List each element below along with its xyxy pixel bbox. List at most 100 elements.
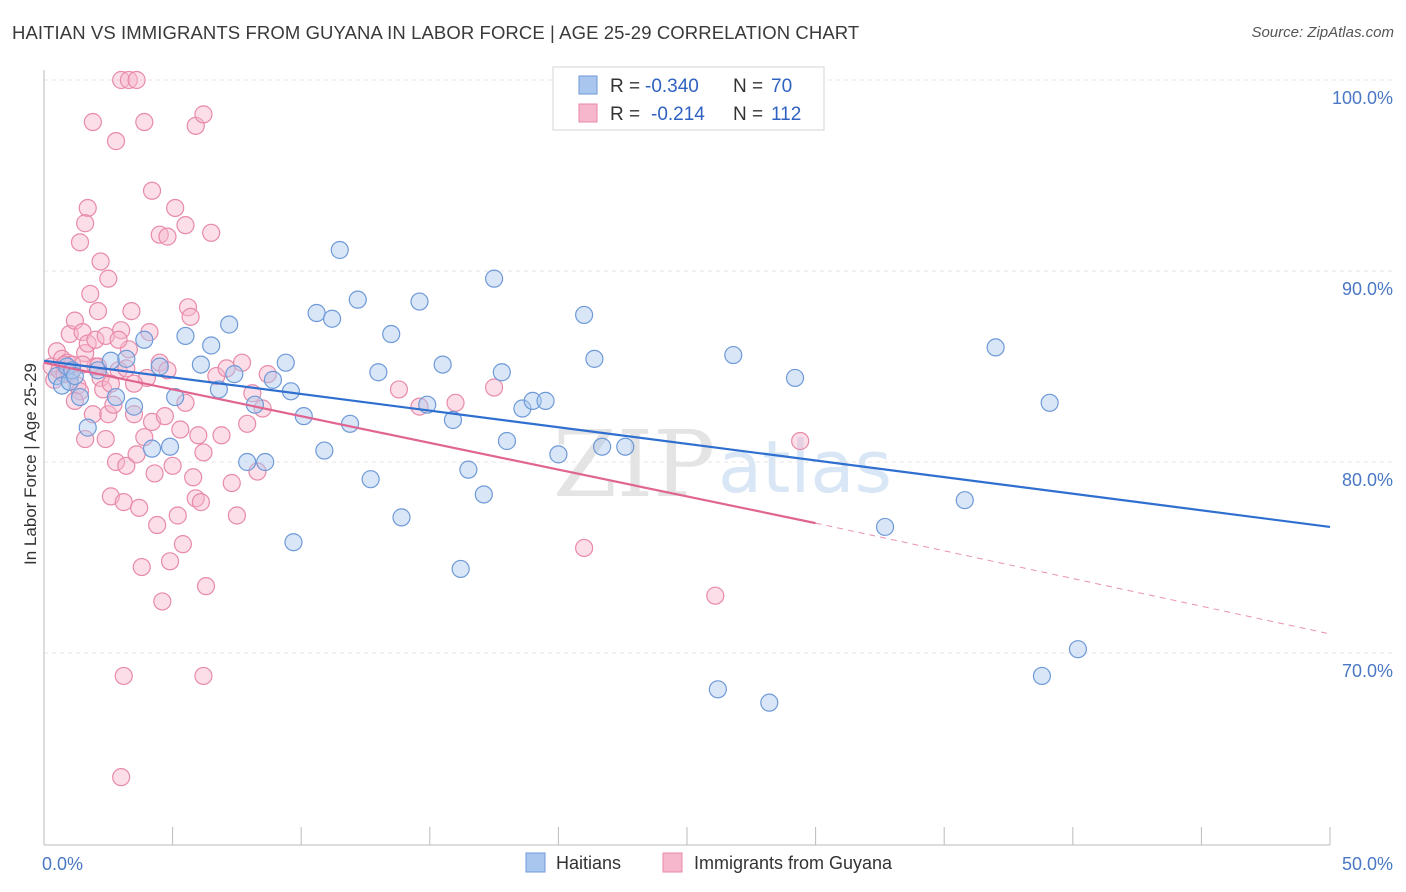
- guyana-point: [88, 302, 108, 321]
- x-tick-label-min: 0.0%: [42, 854, 83, 874]
- guyana-point: [194, 666, 213, 686]
- guyana-point: [142, 181, 162, 200]
- guyana-point: [389, 380, 409, 399]
- trend-lines: [43, 359, 1331, 635]
- legend: R = -0.340 N = 70 R = -0.214 N = 112: [552, 66, 825, 131]
- haitian-point: [202, 336, 221, 355]
- legend-r-label-2: R =: [610, 104, 640, 125]
- haitian-point: [276, 353, 295, 372]
- guyana-point: [227, 506, 246, 525]
- guyana-point: [176, 393, 195, 412]
- haitian-point: [176, 326, 195, 346]
- haitian-point: [209, 380, 228, 399]
- guyana-point: [106, 132, 126, 151]
- haitian-point: [492, 363, 511, 382]
- haitian-point: [307, 303, 326, 323]
- guyana-point: [81, 284, 100, 304]
- guyana-point: [114, 666, 133, 686]
- haitian-point: [78, 418, 97, 437]
- haitian-point: [142, 439, 162, 458]
- guyana-point: [207, 366, 226, 386]
- haitian-point: [585, 349, 604, 368]
- guyana-point: [163, 456, 182, 475]
- guyana-point: [124, 405, 144, 424]
- guyana-point: [114, 493, 133, 512]
- guyana-point: [78, 198, 97, 218]
- guyana-point: [76, 214, 95, 233]
- guyana-point: [119, 70, 138, 90]
- haitian-point: [284, 533, 303, 552]
- guyana-point: [238, 414, 257, 433]
- haitian-point: [474, 485, 493, 504]
- haitian-point: [451, 559, 470, 579]
- haitian-point: [106, 387, 126, 407]
- haitian-trend-line: [43, 359, 1331, 529]
- legend-n-label-1: N =: [733, 76, 763, 97]
- guyana-point: [101, 374, 120, 393]
- haitian-point: [369, 363, 388, 382]
- haitian-point: [166, 387, 185, 407]
- legend-r-value-2: -0.214: [651, 104, 705, 125]
- haitian-point: [433, 355, 452, 374]
- haitian-point: [348, 290, 367, 309]
- x-tick-label-max: 50.0%: [1342, 854, 1393, 874]
- guyana-point: [83, 112, 102, 132]
- y-tick-labels: 70.0% 80.0% 90.0% 100.0%: [1332, 88, 1393, 681]
- haitian-point: [875, 517, 895, 537]
- y-tick-label-90: 90.0%: [1342, 279, 1393, 299]
- guyana-point: [160, 552, 180, 571]
- haitian-point: [263, 370, 283, 389]
- haitian-point: [1032, 666, 1052, 686]
- guyana-point: [181, 307, 200, 326]
- guyana-point: [99, 405, 118, 424]
- guyana-point: [83, 405, 102, 424]
- haitian-point: [70, 387, 90, 407]
- guyana-point: [96, 429, 115, 449]
- guyana-point: [176, 216, 195, 235]
- y-tick-label-80: 80.0%: [1342, 470, 1393, 490]
- haitian-point: [955, 491, 974, 510]
- legend-n-value-1: 70: [771, 76, 792, 97]
- haitian-point: [150, 357, 169, 376]
- guyana-point: [706, 586, 725, 605]
- guyana-point: [155, 407, 174, 426]
- guyana-point: [166, 198, 185, 218]
- haitian-point: [340, 414, 360, 433]
- haitian-point: [65, 366, 84, 386]
- guyana-point: [76, 429, 95, 449]
- guyana-point: [485, 378, 504, 397]
- haitian-point: [986, 338, 1005, 357]
- guyana-trend-extension: [815, 522, 1331, 635]
- haitian-point: [238, 452, 257, 472]
- guyana-point: [575, 538, 594, 558]
- guyana-point: [112, 70, 131, 90]
- haitian-point: [191, 355, 210, 374]
- haitian-point: [443, 410, 463, 430]
- guyana-point: [122, 302, 141, 321]
- guyana-point: [168, 506, 187, 525]
- haitian-point: [575, 305, 594, 325]
- guyana-point: [196, 577, 216, 596]
- axes: [43, 70, 1331, 846]
- guyana-point: [117, 456, 136, 475]
- guyana-point: [109, 330, 128, 349]
- guyana-point: [158, 227, 177, 246]
- bottom-legend-swatch-guyana: [662, 852, 683, 873]
- haitian-point: [616, 437, 635, 456]
- haitian-point: [536, 391, 555, 410]
- bottom-legend-guyana: Immigrants from Guyana: [694, 853, 893, 873]
- guyana-point: [127, 445, 146, 464]
- guyana-point: [258, 365, 277, 384]
- haitian-point: [523, 391, 542, 410]
- haitian-point: [497, 431, 517, 451]
- guyana-point: [132, 557, 151, 577]
- guyana-point: [86, 330, 105, 349]
- y-tick-label-70: 70.0%: [1342, 661, 1393, 681]
- legend-r-label-1: R =: [610, 76, 640, 97]
- guyana-point: [191, 493, 210, 512]
- legend-n-label-2: N =: [733, 104, 763, 125]
- haitian-point: [785, 368, 805, 388]
- guyana-point: [130, 498, 149, 517]
- guyana-point: [171, 420, 190, 439]
